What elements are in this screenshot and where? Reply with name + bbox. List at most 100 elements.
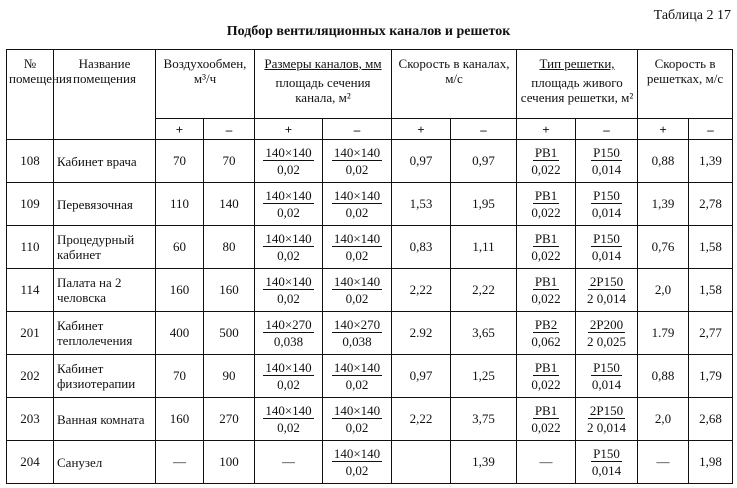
cell-d1: 140×140 0,02 [254, 397, 323, 441]
numerator: 2P150 [587, 274, 626, 290]
denominator: 0,022 [531, 291, 561, 306]
cell-a2: 90 [203, 354, 255, 398]
fraction: P150 0,014 [591, 445, 622, 479]
header-plus: + [254, 118, 323, 140]
cell-v2: 2,78 [688, 182, 734, 226]
numerator: PB1 [532, 360, 560, 376]
cell-g2: P150 0,014 [575, 440, 639, 484]
cell-no: 114 [6, 268, 54, 312]
cell-v2: 2,68 [688, 397, 734, 441]
denominator: 0,02 [277, 420, 300, 435]
denominator: 0,02 [277, 205, 300, 220]
cell-g2: 2P150 2 0,014 [575, 397, 639, 441]
cell-v1: 0,76 [637, 225, 690, 269]
cell-d1: 140×140 0,02 [254, 268, 323, 312]
header-ducts-top: Размеры каналов, мм [264, 56, 382, 71]
numerator: 140×140 [263, 360, 314, 376]
cell-s2: 3,75 [449, 397, 518, 441]
cell-name: Ванная комната [53, 397, 156, 441]
denominator: 2 0,014 [587, 420, 627, 435]
numerator: 140×140 [331, 403, 383, 419]
numerator: PB1 [532, 145, 560, 161]
cell-a2: 270 [203, 397, 255, 441]
header-name: Название помещения [53, 49, 156, 140]
fraction: 140×140 0,02 [331, 359, 383, 393]
cell-a1: — [155, 440, 204, 484]
cell-v1: 0,88 [637, 139, 690, 183]
cell-d2: 140×140 0,02 [322, 225, 392, 269]
denominator: 0,038 [342, 334, 372, 349]
table-row: 204 Санузел —100—140×140 0,02 1,39— P150 0,014… [6, 440, 734, 484]
header-grille-bottom: площадь живого сечения решетки, м² [520, 75, 634, 105]
numerator: 140×140 [331, 446, 383, 462]
cell-g1: PB1 0,022 [516, 139, 577, 183]
cell-s1: 0,97 [391, 139, 451, 183]
header-plus: + [637, 118, 690, 140]
fraction: 140×140 0,02 [263, 230, 314, 264]
header-minus: – [688, 118, 734, 140]
numerator: PB1 [532, 274, 560, 290]
table-row: 203 Ванная комната 160 270 140×140 0,02 140×14… [6, 397, 734, 441]
cell-a1: 70 [155, 139, 204, 183]
denominator: 0,014 [591, 463, 622, 478]
numerator: P150 [591, 360, 622, 376]
numerator: PB1 [532, 403, 560, 419]
cell-s1: 0,97 [391, 354, 451, 398]
fraction: P150 0,014 [591, 230, 622, 264]
denominator: 0,02 [345, 248, 369, 263]
header-plus: + [155, 118, 204, 140]
fraction: PB2 0,062 [531, 316, 561, 350]
fraction: 140×140 0,02 [263, 144, 314, 178]
cell-name: Палата на 2 человска [53, 268, 156, 312]
header-plus: + [391, 118, 451, 140]
cell-name: Процедурный кабинет [53, 225, 156, 269]
denominator: 0,02 [277, 291, 300, 306]
cell-g1: PB1 0,022 [516, 268, 577, 312]
fraction: PB1 0,022 [531, 273, 561, 307]
numerator: 140×140 [263, 274, 314, 290]
cell-g2: P150 0,014 [575, 354, 639, 398]
denominator: 0,02 [277, 377, 300, 392]
denominator: 0,02 [345, 420, 369, 435]
fraction: 140×140 0,02 [331, 273, 383, 307]
cell-a1: 60 [155, 225, 204, 269]
cell-d1: 140×270 0,038 [254, 311, 323, 355]
table-row: 201 Кабинет теплолечения 400 500 140×270 0,03… [6, 311, 734, 355]
denominator: 0,022 [531, 162, 561, 177]
cell-v2: 1,39 [688, 139, 734, 183]
cell-d2: 140×140 0,02 [322, 139, 392, 183]
cell-d1: 140×140 0,02 [254, 354, 323, 398]
numerator: PB2 [532, 317, 560, 333]
denominator: 2 0,025 [587, 334, 627, 349]
header-duct-speed: Скорость в каналах, м/с [390, 49, 518, 119]
fraction: 140×140 0,02 [331, 144, 383, 178]
table-row: 110 Процедурный кабинет 60 80 140×140 0,02 140… [6, 225, 734, 269]
cell-d1: 140×140 0,02 [254, 139, 323, 183]
numerator: P150 [591, 231, 622, 247]
cell-s2: 1,25 [449, 354, 518, 398]
denominator: 0,022 [531, 248, 561, 263]
numerator: 140×270 [263, 317, 314, 333]
numerator: P150 [591, 446, 622, 462]
denominator: 0,02 [345, 377, 369, 392]
fraction: 2P150 2 0,014 [587, 273, 626, 307]
cell-d2: 140×140 0,02 [322, 354, 392, 398]
denominator: 0,062 [531, 334, 561, 349]
cell-a2: 500 [203, 311, 255, 355]
cell-g2: P150 0,014 [575, 225, 639, 269]
denominator: 0,014 [591, 205, 622, 220]
fraction: PB1 0,022 [531, 144, 561, 178]
numerator: 140×140 [263, 145, 314, 161]
cell-g2: 2P150 2 0,014 [575, 268, 639, 312]
cell-v2: 1,79 [688, 354, 734, 398]
numerator: 140×270 [331, 317, 383, 333]
cell-no: 202 [6, 354, 54, 398]
fraction: P150 0,014 [591, 187, 622, 221]
cell-name: Кабинет врача [53, 139, 156, 183]
cell-v1: 1.79 [637, 311, 690, 355]
cell-v1: 1,39 [637, 182, 690, 226]
header-plus: + [516, 118, 577, 140]
cell-g1: PB2 0,062 [516, 311, 577, 355]
cell-v1: 2,0 [637, 397, 690, 441]
cell-s1: 2.92 [391, 311, 451, 355]
